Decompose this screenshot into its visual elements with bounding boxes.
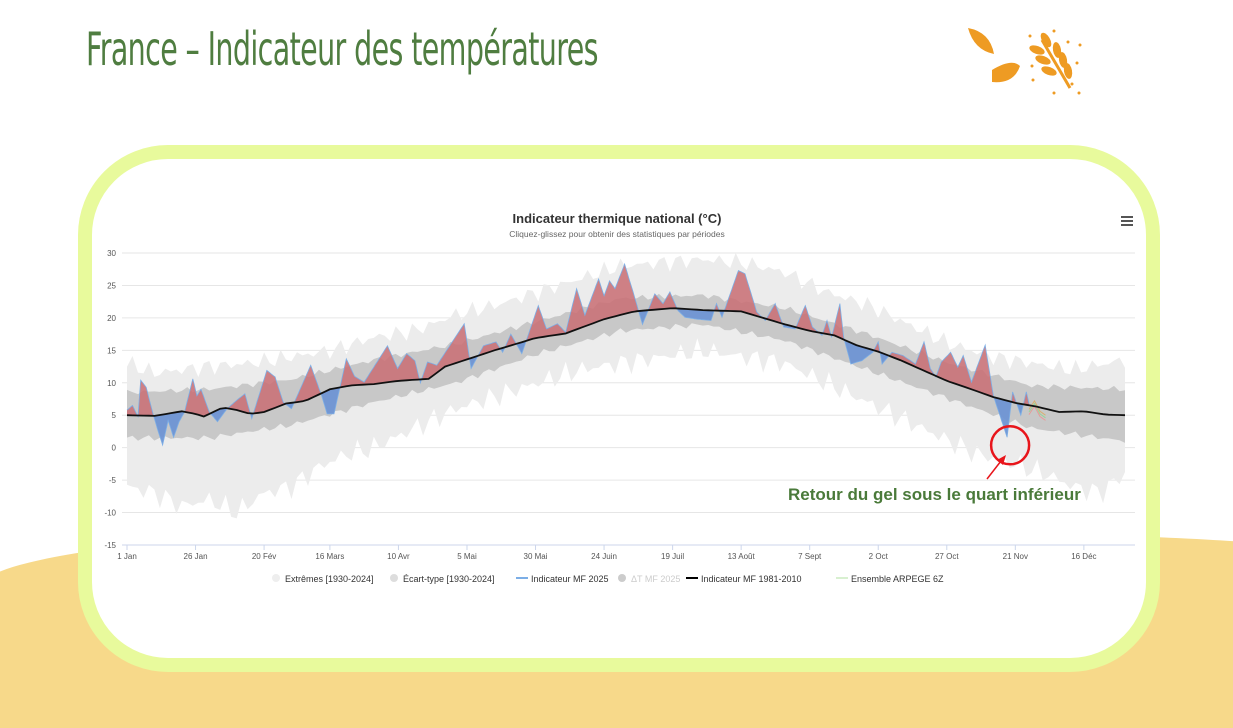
x-tick-label: 26 Jan: [184, 552, 208, 561]
legend-symbol: [836, 577, 848, 579]
y-tick-label: 25: [107, 281, 116, 290]
legend-label: Indicateur MF 1981-2010: [701, 574, 802, 584]
x-tick-label: 5 Mai: [457, 552, 477, 561]
highlight-circle: [989, 425, 1031, 466]
menu-bar: [1121, 220, 1133, 222]
legend-label: Indicateur MF 2025: [531, 574, 609, 584]
y-tick-label: 30: [107, 249, 116, 258]
legend-item[interactable]: Ensemble ARPEGE 6Z: [836, 574, 944, 584]
y-tick-label: -15: [104, 541, 116, 550]
x-tick-label: 16 Déc: [1071, 552, 1096, 561]
y-tick-label: 0: [112, 444, 117, 453]
annotation-text: Retour du gel sous le quart inférieur: [788, 485, 1081, 504]
x-tick-label: 7 Sept: [798, 552, 822, 561]
y-tick-label: 10: [107, 379, 116, 388]
x-tick-label: 10 Avr: [387, 552, 410, 561]
y-tick-label: 20: [107, 314, 116, 323]
x-tick-label: 13 Août: [728, 552, 756, 561]
legend-symbol: [272, 574, 280, 582]
legend-item[interactable]: ΔT MF 2025: [618, 574, 680, 584]
x-tick-label: 24 Juin: [591, 552, 617, 561]
legend-label: ΔT MF 2025: [631, 574, 680, 584]
menu-bar: [1121, 216, 1133, 218]
legend-symbol: [516, 577, 528, 579]
legend-label: Écart-type [1930-2024]: [403, 574, 495, 584]
annotation-arrow: [986, 460, 1002, 480]
normal-1981-2010-line[interactable]: [126, 307, 1126, 418]
legend-label: Extrêmes [1930-2024]: [285, 574, 374, 584]
x-tick-label: 1 Jan: [117, 552, 137, 561]
arpege-ensemble-line: [1028, 402, 1046, 419]
legend-item[interactable]: Indicateur MF 2025: [516, 574, 609, 584]
x-tick-label: 27 Oct: [935, 552, 959, 561]
x-tick-label: 16 Mars: [315, 552, 344, 561]
legend-item[interactable]: Extrêmes [1930-2024]: [272, 574, 374, 584]
page-title: France – Indicateur des températures: [86, 22, 598, 76]
extremes-band: [127, 252, 1125, 519]
y-tick-label: 5: [112, 411, 117, 420]
x-tick-label: 30 Mai: [524, 552, 548, 561]
legend-label: Ensemble ARPEGE 6Z: [851, 574, 944, 584]
legend-symbol: [618, 574, 626, 582]
legend-item[interactable]: Indicateur MF 1981-2010: [686, 574, 802, 584]
x-tick-label: 2 Oct: [869, 552, 889, 561]
arpege-ensemble-line: [1028, 405, 1046, 421]
x-tick-label: 21 Nov: [1003, 552, 1028, 561]
menu-bar: [1121, 224, 1133, 226]
hamburger-menu-icon[interactable]: [1121, 216, 1133, 226]
legend-item[interactable]: Écart-type [1930-2024]: [390, 574, 495, 584]
y-tick-label: -5: [109, 476, 117, 485]
legend-symbol: [686, 577, 698, 579]
chart-subtitle: Cliquez-glissez pour obtenir des statist…: [509, 229, 724, 239]
y-tick-label: -10: [104, 509, 116, 518]
temperature-chart[interactable]: Indicateur thermique national (°C) Clique…: [0, 0, 1233, 692]
chart-title: Indicateur thermique national (°C): [513, 211, 722, 226]
y-tick-label: 15: [107, 346, 116, 355]
indicator-2025-line[interactable]: [126, 262, 1030, 447]
arrow-head-icon: [997, 455, 1006, 465]
wheat-leaves-icon: [968, 28, 1082, 95]
x-tick-label: 19 Juil: [661, 552, 684, 561]
legend-symbol: [390, 574, 398, 582]
x-tick-label: 20 Fév: [252, 552, 276, 561]
